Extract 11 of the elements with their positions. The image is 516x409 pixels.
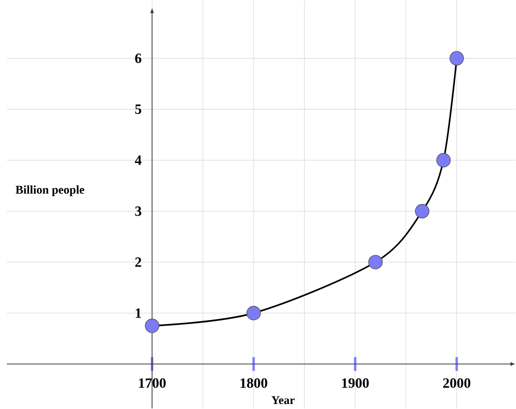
y-tick-label: 1 bbox=[136, 308, 141, 318]
y-tick-label: 4 bbox=[134, 156, 142, 165]
x-axis-title: Year bbox=[271, 396, 295, 404]
y-axis-title: Billion people bbox=[16, 186, 84, 196]
y-tick-label: 5 bbox=[135, 104, 142, 114]
x-tick-label: 2000 bbox=[443, 378, 470, 388]
y-tick-label: 6 bbox=[135, 54, 142, 64]
x-tick-label: 1800 bbox=[240, 378, 268, 388]
y-tick-label: 2 bbox=[135, 258, 142, 267]
y-tick-label: 3 bbox=[135, 206, 142, 216]
x-tick-label: 1900 bbox=[342, 378, 369, 388]
